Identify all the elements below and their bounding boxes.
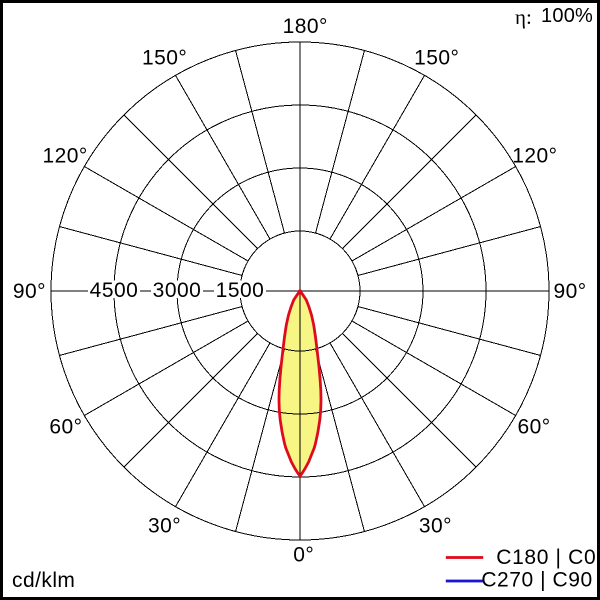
svg-text:100%: 100%	[541, 5, 593, 27]
svg-text:C270 | C90: C270 | C90	[481, 569, 592, 592]
svg-text:120°: 120°	[512, 144, 557, 167]
svg-text:90°: 90°	[554, 280, 587, 303]
svg-text:60°: 60°	[518, 416, 551, 439]
svg-text:0°: 0°	[293, 543, 314, 566]
svg-text:4500: 4500	[90, 279, 139, 302]
svg-text:1500: 1500	[216, 279, 265, 302]
svg-text:150°: 150°	[142, 46, 187, 69]
svg-text:η:: η:	[515, 5, 532, 29]
svg-text:180°: 180°	[283, 15, 328, 38]
svg-text:30°: 30°	[419, 515, 452, 538]
svg-text:30°: 30°	[148, 515, 181, 538]
svg-text:60°: 60°	[49, 416, 82, 439]
svg-text:120°: 120°	[42, 144, 87, 167]
svg-text:C180 | C0: C180 | C0	[496, 546, 596, 569]
svg-text:150°: 150°	[414, 46, 459, 69]
svg-text:90°: 90°	[13, 280, 46, 303]
svg-text:3000: 3000	[153, 279, 202, 302]
svg-text:cd/klm: cd/klm	[12, 569, 75, 592]
